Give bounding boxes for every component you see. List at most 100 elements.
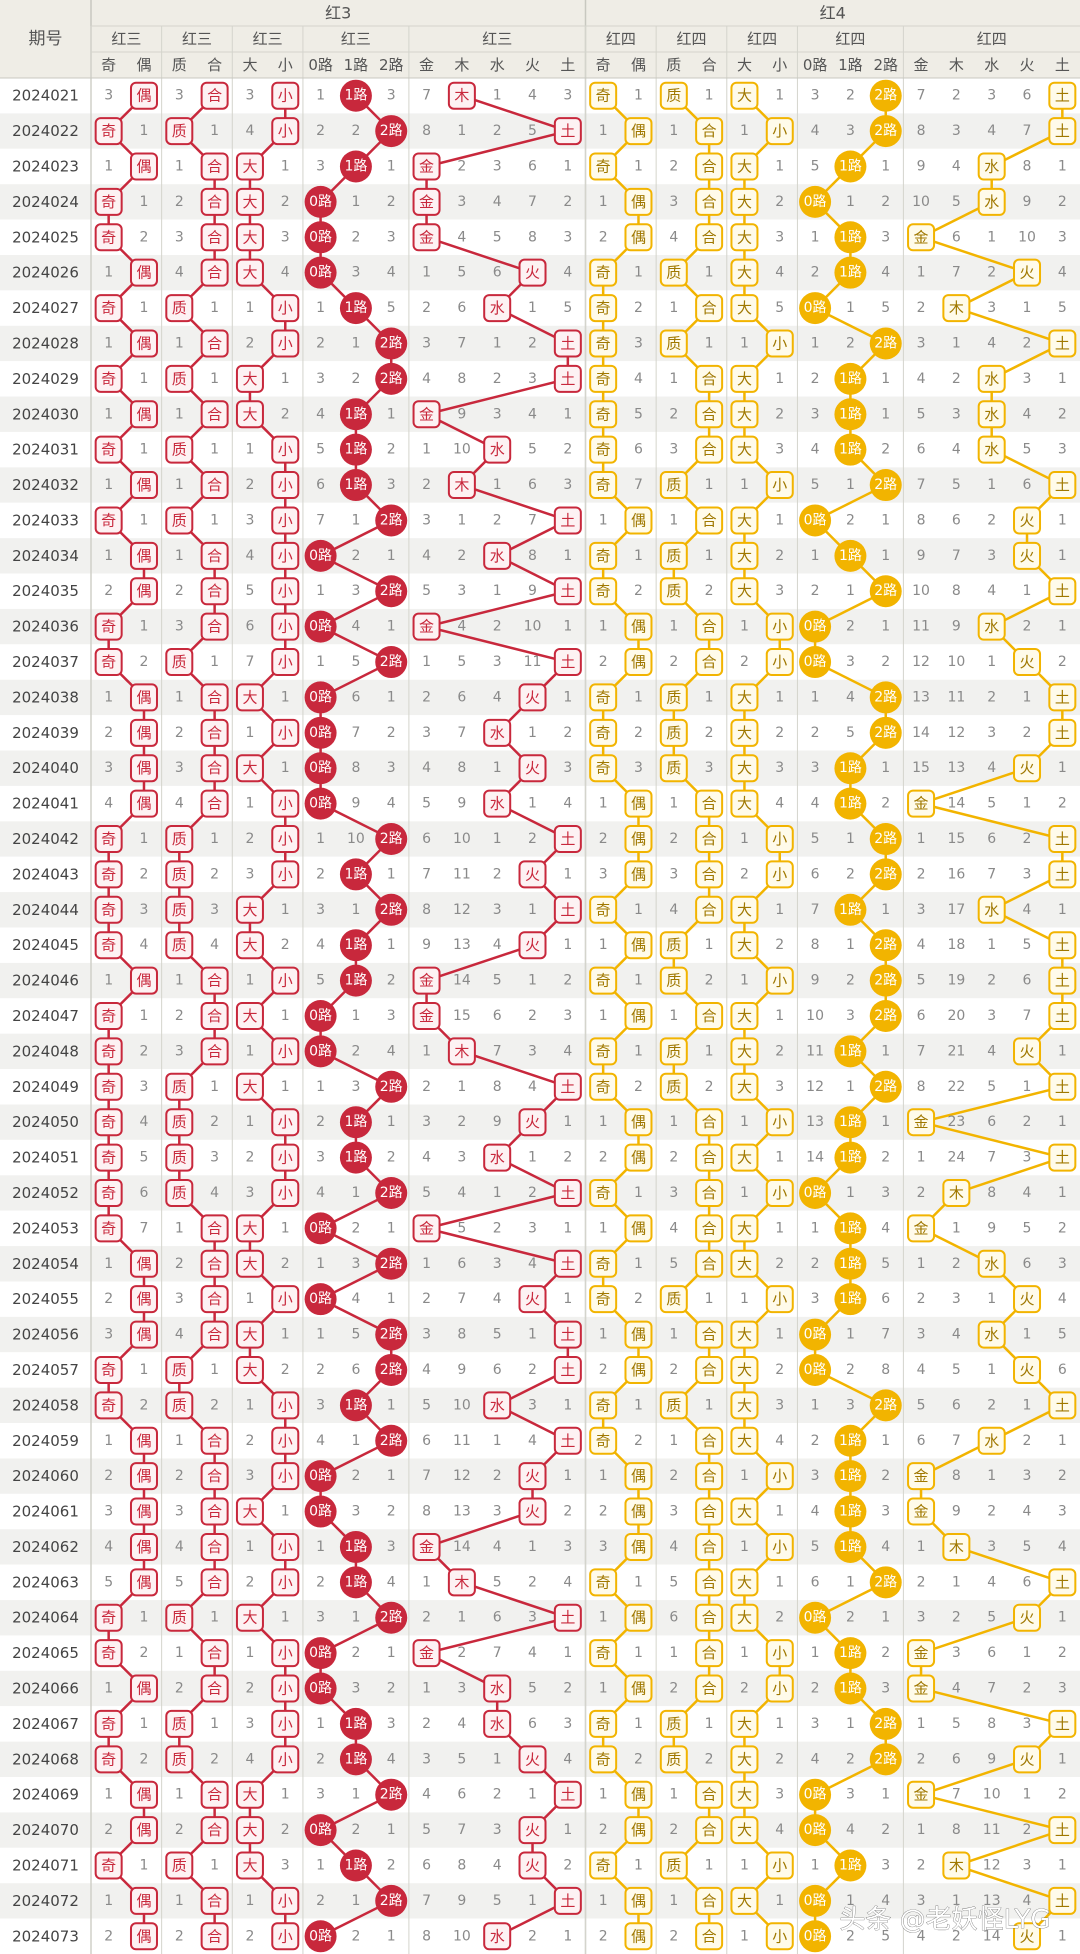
cell-hit: 小	[772, 122, 787, 140]
cell-hit: 质	[172, 122, 187, 140]
cell-miss: 1	[140, 1610, 149, 1626]
cell-hit: 2路	[380, 902, 403, 918]
cell-miss: 1	[175, 973, 184, 989]
cell-hit: 合	[207, 264, 222, 282]
cell-hit: 偶	[136, 1573, 151, 1591]
cell-miss: 2	[1058, 1468, 1067, 1484]
cell-miss: 3	[669, 194, 678, 210]
cell-miss: 3	[987, 300, 996, 316]
cell-miss: 18	[947, 937, 965, 953]
cell-miss: 1	[493, 831, 502, 847]
cell-miss: 1	[599, 512, 608, 528]
cell-miss: 1	[881, 1610, 890, 1626]
cell-miss: 4	[917, 1362, 926, 1378]
cell-miss: 1	[457, 1610, 466, 1626]
cell-miss: 4	[881, 265, 890, 281]
cell-miss: 2	[599, 1362, 608, 1378]
cell-miss: 5	[952, 1716, 961, 1732]
cell-miss: 3	[140, 902, 149, 918]
cell-hit: 小	[278, 618, 293, 636]
cell-miss: 3	[1058, 442, 1067, 458]
route-ball	[869, 115, 902, 148]
cell-hit: 0路	[804, 1893, 827, 1909]
cell-hit: 水	[490, 547, 505, 565]
cell-hit: 合	[207, 476, 222, 494]
cell-miss: 2	[669, 1150, 678, 1166]
cell-miss: 3	[245, 1468, 254, 1484]
cell-hit: 大	[737, 1573, 752, 1591]
cell-hit: 1路	[839, 158, 862, 174]
cell-miss: 2	[846, 619, 855, 635]
hit-box	[129, 81, 158, 110]
cell-miss: 1	[1058, 1610, 1067, 1626]
cell-hit: 质	[172, 1609, 187, 1627]
cell-miss: 2	[599, 1504, 608, 1520]
cell-miss: 4	[351, 619, 360, 635]
cell-miss: 2	[210, 866, 219, 882]
cell-miss: 6	[316, 477, 325, 493]
cell-hit: 0路	[309, 796, 332, 812]
hit-box	[589, 152, 618, 181]
issue: 2024051	[12, 1149, 79, 1167]
cell-miss: 6	[528, 477, 537, 493]
cell-miss: 1	[104, 477, 113, 493]
cell-miss: 5	[245, 583, 254, 599]
cell-miss: 2	[175, 1468, 184, 1484]
cell-miss: 14	[806, 1150, 824, 1166]
cell-miss: 8	[881, 1362, 890, 1378]
cell-miss: 10	[1018, 229, 1036, 245]
cell-miss: 7	[917, 88, 926, 104]
cell-hit: 偶	[631, 511, 646, 529]
cell-miss: 2	[846, 973, 855, 989]
cell-miss: 4	[210, 1185, 219, 1201]
cell-miss: 4	[422, 760, 431, 776]
cell-hit: 合	[702, 1149, 717, 1167]
cell-miss: 22	[947, 1079, 965, 1095]
cell-hit: 质	[172, 1715, 187, 1733]
cell-hit: 大	[737, 1503, 752, 1521]
cell-miss: 8	[457, 1858, 466, 1874]
trend-line	[920, 1616, 1028, 1655]
cell-miss: 3	[563, 1008, 572, 1024]
cell-miss: 2	[563, 725, 572, 741]
cell-hit: 2路	[380, 371, 403, 387]
cell-hit: 金	[914, 795, 929, 813]
cell-hit: 水	[490, 1680, 505, 1698]
cell-miss: 3	[1058, 229, 1067, 245]
cell-miss: 2	[1023, 1114, 1032, 1130]
cell-miss: 5	[917, 973, 926, 989]
cell-miss: 4	[245, 548, 254, 564]
cell-miss: 3	[528, 1043, 537, 1059]
cell-hit: 偶	[136, 157, 151, 175]
cell-miss: 2	[634, 1079, 643, 1095]
cell-miss: 1	[422, 265, 431, 281]
hit-box	[695, 152, 724, 181]
cell-hit: 小	[772, 830, 787, 848]
cell-miss: 3	[846, 1787, 855, 1803]
cell-miss: 5	[422, 796, 431, 812]
cell-miss: 7	[952, 1433, 961, 1449]
issue: 2024044	[12, 901, 79, 919]
cell-hit: 1路	[839, 1433, 862, 1449]
cell-miss: 3	[175, 88, 184, 104]
cell-miss: 7	[422, 866, 431, 882]
cell-hit: 大	[242, 1326, 257, 1344]
cell-hit: 大	[737, 724, 752, 742]
cell-hit: 大	[737, 795, 752, 813]
cell-miss: 1	[563, 689, 572, 705]
cell-miss: 1	[175, 406, 184, 422]
cell-hit: 水	[984, 618, 999, 636]
cell-miss: 5	[528, 442, 537, 458]
cell-miss: 3	[351, 1681, 360, 1697]
cell-miss: 1	[705, 1858, 714, 1874]
row-bg	[0, 1529, 1080, 1565]
cell-hit: 大	[242, 1503, 257, 1521]
cell-miss: 3	[775, 760, 784, 776]
cell-miss: 1	[705, 1291, 714, 1307]
cell-miss: 4	[493, 937, 502, 953]
cell-miss: 2	[140, 229, 149, 245]
cell-miss: 1	[316, 831, 325, 847]
cell-miss: 2	[316, 866, 325, 882]
cell-hit: 奇	[596, 582, 611, 600]
cell-miss: 8	[987, 1716, 996, 1732]
